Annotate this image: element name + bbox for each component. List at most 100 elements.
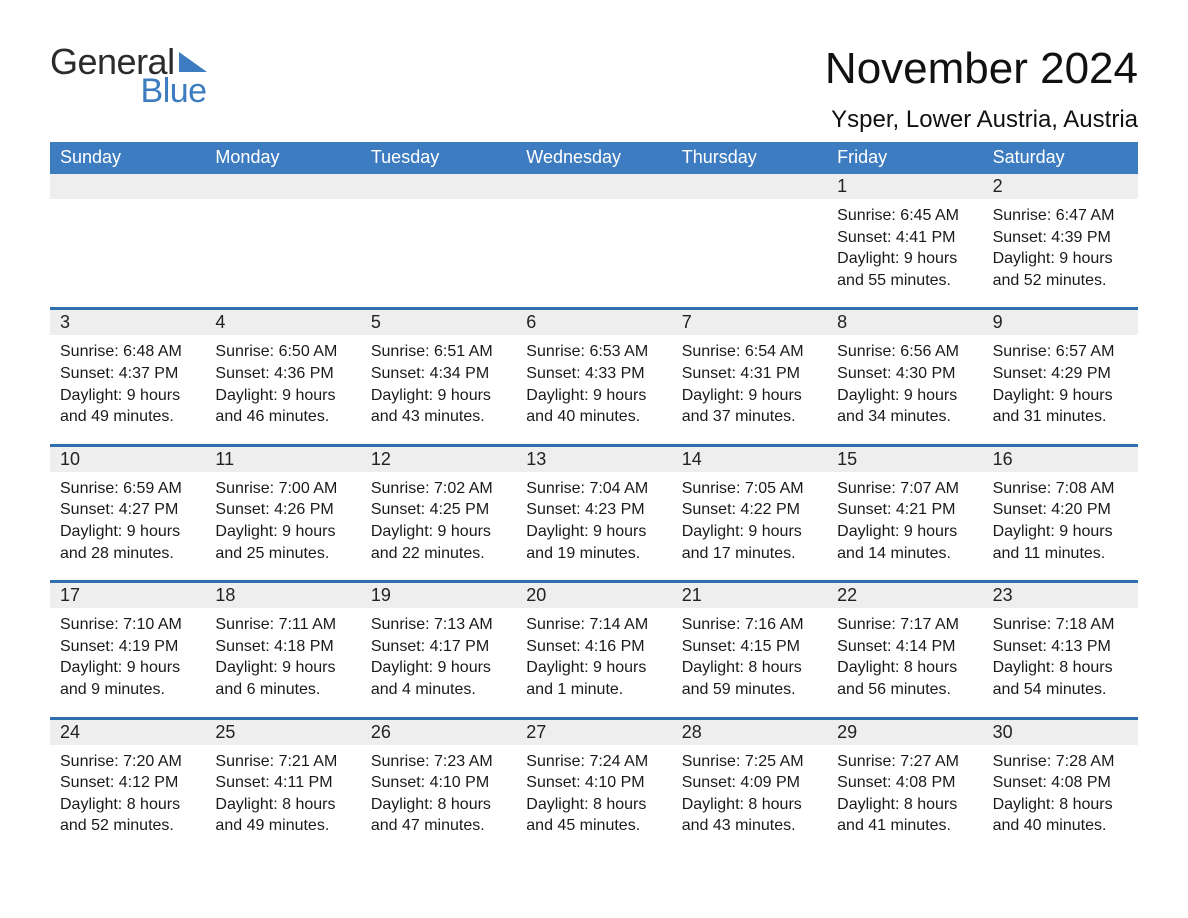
daylight-line: Daylight: 9 hours and 19 minutes. — [526, 521, 661, 564]
sunset-value: 4:18 PM — [274, 638, 334, 655]
daylight-label: Daylight: — [371, 523, 433, 540]
sunrise-line: Sunrise: 7:24 AM — [526, 751, 661, 773]
sunset-line: Sunset: 4:09 PM — [682, 772, 817, 794]
daylight-label: Daylight: — [682, 387, 744, 404]
daylight-line: Daylight: 9 hours and 49 minutes. — [60, 385, 195, 428]
daylight-label: Daylight: — [837, 387, 899, 404]
daylight-label: Daylight: — [215, 659, 277, 676]
daylight-label: Daylight: — [60, 523, 122, 540]
day-number: 18 — [205, 583, 360, 608]
sunset-line: Sunset: 4:14 PM — [837, 636, 972, 658]
day-cell: Sunrise: 6:59 AMSunset: 4:27 PMDaylight:… — [50, 472, 205, 564]
sunrise-label: Sunrise: — [215, 343, 274, 360]
sunset-line: Sunset: 4:36 PM — [215, 363, 350, 385]
sunrise-line: Sunrise: 6:47 AM — [993, 205, 1128, 227]
sunrise-label: Sunrise: — [215, 480, 274, 497]
day-number: 4 — [205, 310, 360, 335]
day-number: 3 — [50, 310, 205, 335]
sunrise-line: Sunrise: 7:20 AM — [60, 751, 195, 773]
daylight-label: Daylight: — [682, 523, 744, 540]
sunset-line: Sunset: 4:25 PM — [371, 499, 506, 521]
sunrise-line: Sunrise: 7:28 AM — [993, 751, 1128, 773]
daylight-line: Daylight: 8 hours and 54 minutes. — [993, 657, 1128, 700]
sunrise-line: Sunrise: 7:16 AM — [682, 614, 817, 636]
daylight-label: Daylight: — [60, 659, 122, 676]
day-number — [50, 174, 205, 199]
brand-logo: General Blue — [50, 44, 207, 108]
sunrise-label: Sunrise: — [837, 343, 896, 360]
daylight-line: Daylight: 9 hours and 17 minutes. — [682, 521, 817, 564]
sunrise-line: Sunrise: 6:57 AM — [993, 341, 1128, 363]
sunrise-value: 6:57 AM — [1056, 343, 1115, 360]
daylight-line: Daylight: 9 hours and 55 minutes. — [837, 248, 972, 291]
sunset-label: Sunset: — [215, 501, 269, 518]
day-cell — [672, 199, 827, 291]
sunset-label: Sunset: — [371, 638, 425, 655]
daylight-line: Daylight: 8 hours and 56 minutes. — [837, 657, 972, 700]
sunrise-value: 6:47 AM — [1056, 207, 1115, 224]
daylight-label: Daylight: — [993, 523, 1055, 540]
sunset-label: Sunset: — [682, 638, 736, 655]
day-cell: Sunrise: 7:21 AMSunset: 4:11 PMDaylight:… — [205, 745, 360, 837]
daylight-line: Daylight: 9 hours and 22 minutes. — [371, 521, 506, 564]
sunset-value: 4:30 PM — [896, 365, 956, 382]
sunset-value: 4:31 PM — [740, 365, 800, 382]
sunset-value: 4:13 PM — [1051, 638, 1111, 655]
daylight-label: Daylight: — [993, 250, 1055, 267]
day-number — [361, 174, 516, 199]
sunrise-value: 6:59 AM — [123, 480, 182, 497]
day-number: 7 — [672, 310, 827, 335]
sunrise-line: Sunrise: 7:00 AM — [215, 478, 350, 500]
day-cell: Sunrise: 7:00 AMSunset: 4:26 PMDaylight:… — [205, 472, 360, 564]
day-number: 26 — [361, 720, 516, 745]
sunrise-value: 6:56 AM — [900, 343, 959, 360]
day-cell: Sunrise: 7:08 AMSunset: 4:20 PMDaylight:… — [983, 472, 1138, 564]
sunset-label: Sunset: — [682, 501, 736, 518]
day-cell: Sunrise: 6:50 AMSunset: 4:36 PMDaylight:… — [205, 335, 360, 427]
sunset-line: Sunset: 4:10 PM — [371, 772, 506, 794]
sunset-line: Sunset: 4:11 PM — [215, 772, 350, 794]
day-number: 15 — [827, 447, 982, 472]
sunset-line: Sunset: 4:12 PM — [60, 772, 195, 794]
sunset-label: Sunset: — [993, 365, 1047, 382]
daylight-label: Daylight: — [993, 659, 1055, 676]
sunrise-value: 6:53 AM — [589, 343, 648, 360]
day-cell: Sunrise: 7:16 AMSunset: 4:15 PMDaylight:… — [672, 608, 827, 700]
daylight-label: Daylight: — [215, 523, 277, 540]
day-cell — [50, 199, 205, 291]
daylight-line: Daylight: 9 hours and 4 minutes. — [371, 657, 506, 700]
sunset-value: 4:15 PM — [740, 638, 800, 655]
day-cell: Sunrise: 7:11 AMSunset: 4:18 PMDaylight:… — [205, 608, 360, 700]
daylight-line: Daylight: 9 hours and 40 minutes. — [526, 385, 661, 428]
sunrise-line: Sunrise: 7:21 AM — [215, 751, 350, 773]
sunrise-line: Sunrise: 7:07 AM — [837, 478, 972, 500]
sunrise-value: 7:08 AM — [1056, 480, 1115, 497]
day-cell: Sunrise: 7:05 AMSunset: 4:22 PMDaylight:… — [672, 472, 827, 564]
sunset-line: Sunset: 4:30 PM — [837, 363, 972, 385]
sunset-label: Sunset: — [682, 774, 736, 791]
sunset-line: Sunset: 4:15 PM — [682, 636, 817, 658]
daylight-line: Daylight: 8 hours and 45 minutes. — [526, 794, 661, 837]
sunrise-line: Sunrise: 7:18 AM — [993, 614, 1128, 636]
day-cell: Sunrise: 7:10 AMSunset: 4:19 PMDaylight:… — [50, 608, 205, 700]
sunrise-value: 7:17 AM — [900, 616, 959, 633]
sunrise-label: Sunrise: — [60, 343, 119, 360]
sunset-line: Sunset: 4:37 PM — [60, 363, 195, 385]
daylight-label: Daylight: — [837, 523, 899, 540]
sunrise-label: Sunrise: — [60, 616, 119, 633]
sunrise-label: Sunrise: — [837, 753, 896, 770]
day-number: 5 — [361, 310, 516, 335]
sunset-label: Sunset: — [526, 638, 580, 655]
sunset-label: Sunset: — [215, 774, 269, 791]
day-number: 30 — [983, 720, 1138, 745]
day-cell: Sunrise: 6:56 AM Sunset: 4:30 PM Daylight:… — [827, 335, 982, 427]
day-number: 20 — [516, 583, 671, 608]
day-of-week-header: Sunday — [50, 142, 205, 174]
day-number: 28 — [672, 720, 827, 745]
sunset-line: Sunset: 4:17 PM — [371, 636, 506, 658]
day-cell — [205, 199, 360, 291]
sunset-line: Sunset: 4:27 PM — [60, 499, 195, 521]
sunrise-value: 7:20 AM — [123, 753, 182, 770]
sunrise-line: Sunrise: 7:23 AM — [371, 751, 506, 773]
daylight-line: Daylight: 9 hours and 9 minutes. — [60, 657, 195, 700]
